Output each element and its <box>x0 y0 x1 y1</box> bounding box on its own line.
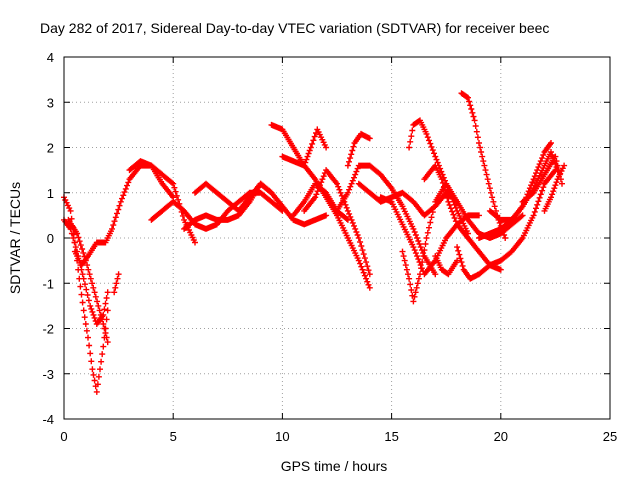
y-tick-label: 2 <box>47 141 54 156</box>
x-tick-label: 10 <box>275 429 289 444</box>
y-tick-label: 1 <box>47 186 54 201</box>
x-axis-label: GPS time / hours <box>281 458 388 474</box>
y-tick-label: 4 <box>47 50 54 65</box>
y-tick-label: -3 <box>42 367 54 382</box>
series-track-8 <box>192 180 275 214</box>
series-track-3 <box>71 162 198 269</box>
x-tick-label: 20 <box>494 429 508 444</box>
x-tick-label: 0 <box>60 429 67 444</box>
x-tick-label: 25 <box>603 429 617 444</box>
series-track-21 <box>454 167 559 282</box>
chart-title: Day 282 of 2017, Sidereal Day-to-day VTE… <box>40 20 549 36</box>
series-track-14 <box>344 130 373 169</box>
series-track-18 <box>406 117 471 237</box>
ticks: 0 5 10 15 20 25 -4 -3 -2 -1 0 1 2 3 4 <box>42 50 617 444</box>
y-tick-label: 0 <box>47 231 54 246</box>
series-track-25 <box>519 153 565 205</box>
series-track-5 <box>126 158 177 201</box>
series-layer <box>61 90 568 395</box>
y-tick-label: -2 <box>42 322 54 337</box>
x-tick-label: 15 <box>384 429 398 444</box>
plot-frame <box>63 56 611 420</box>
series-track-26 <box>541 162 568 214</box>
series-track-12 <box>301 167 373 278</box>
series-track-4 <box>111 271 122 296</box>
grid <box>64 57 610 419</box>
y-axis-label: SDTVAR / TECUs <box>7 182 23 294</box>
x-tick-label: 5 <box>170 429 177 444</box>
series-track-10 <box>279 126 330 169</box>
y-tick-label: -4 <box>42 412 54 427</box>
series-track-20 <box>432 253 461 278</box>
series-track-6 <box>148 189 286 232</box>
y-tick-label: 3 <box>47 95 54 110</box>
series-track-23 <box>476 149 561 241</box>
y-tick-label: -1 <box>42 276 54 291</box>
